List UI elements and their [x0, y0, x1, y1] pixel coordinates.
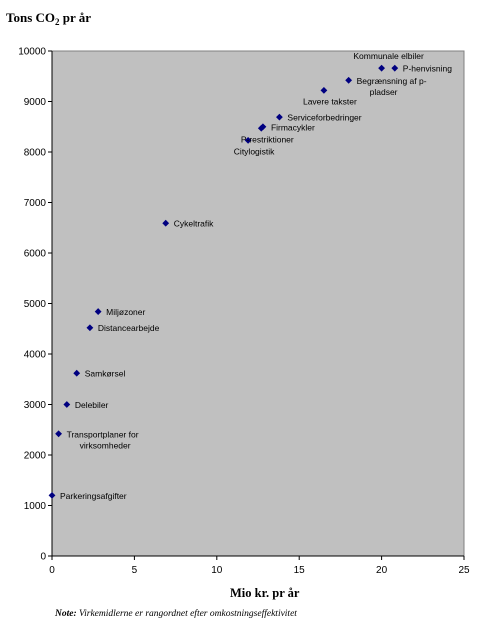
- point-label: Delebiler: [75, 400, 109, 410]
- y-tick-label: 9000: [24, 97, 47, 108]
- x-axis: 0 5 10 15 20 25: [49, 555, 470, 576]
- scatter-point: Serviceforbedringer: [276, 113, 362, 123]
- scatter-point: Begrænsning af p-pladser: [345, 76, 427, 97]
- point-label: Begrænsning af p-: [357, 76, 427, 86]
- scatter-point: Kommunale elbiler: [353, 51, 424, 72]
- data-points: Parkeringsafgifter Transportplaner forvir…: [48, 51, 452, 501]
- y-tick-label: 2000: [24, 451, 47, 462]
- diamond-marker: [345, 76, 353, 84]
- x-axis-label: Mio kr. pr år: [230, 586, 300, 600]
- y-tick-label: 5000: [24, 299, 47, 310]
- y-tick-label: 3000: [24, 400, 47, 411]
- scatter-point: Miljøzoner: [94, 307, 146, 317]
- point-label: Citylogistik: [234, 146, 275, 156]
- diamond-marker: [55, 430, 62, 438]
- chart-title: Tons CO2 pr år: [6, 10, 91, 27]
- note-prefix: Note:: [55, 609, 77, 619]
- scatter-point: Lavere takster: [303, 86, 357, 106]
- x-tick-label: 20: [376, 565, 388, 576]
- point-label: Parkeringsafgifter: [60, 491, 127, 501]
- diamond-marker: [244, 136, 252, 144]
- diamond-marker: [276, 113, 283, 121]
- scatter-point: Parkeringsafgifter: [48, 491, 127, 501]
- point-label: virksomheder: [80, 440, 131, 450]
- x-tick-label: 5: [132, 565, 138, 576]
- scatter-point: Citylogistik: [234, 136, 275, 156]
- diamond-marker: [63, 401, 71, 408]
- footnote: Note: Virkemidlerne er rangordnet efter …: [55, 609, 297, 619]
- y-axis: 0 1000 2000 3000 4000 5000 6000 7000 8000 9000 100…: [18, 47, 53, 563]
- diamond-marker: [86, 324, 94, 332]
- diamond-marker: [94, 308, 102, 315]
- x-tick-label: 15: [294, 565, 306, 576]
- scatter-point: P-henvisning: [391, 64, 452, 74]
- y-tick-label: 0: [40, 552, 46, 563]
- diamond-marker: [162, 219, 170, 227]
- point-label: pladser: [370, 87, 398, 97]
- diamond-marker: [48, 492, 56, 499]
- x-tick-label: 10: [211, 565, 223, 576]
- point-label: P-henvisning: [403, 64, 452, 74]
- point-label: Kommunale elbiler: [353, 51, 424, 61]
- y-tick-label: 8000: [24, 148, 47, 159]
- scatter-point: Samkørsel: [73, 369, 125, 379]
- scatter-point: Delebiler: [63, 400, 109, 410]
- point-label: Cykeltrafik: [174, 219, 214, 229]
- scatter-point: Cykeltrafik: [162, 219, 214, 229]
- note-text: Virkemidlerne er rangordnet efter omkost…: [76, 609, 297, 619]
- x-tick-label: 25: [458, 565, 470, 576]
- diamond-marker: [391, 64, 399, 72]
- diamond-marker: [320, 86, 328, 94]
- svg-text:Tons CO2 pr år: Tons CO2 pr år: [6, 10, 91, 27]
- y-tick-label: 10000: [18, 47, 46, 58]
- point-label: P-restriktioner: [241, 134, 294, 144]
- diamond-marker: [259, 123, 267, 131]
- scatter-point: Firmacykler: [259, 122, 315, 132]
- plot-area: [51, 50, 465, 557]
- point-label: Serviceforbedringer: [287, 113, 361, 123]
- point-label: Miljøzoner: [106, 307, 145, 317]
- scatter-point: Distancearbejde: [86, 323, 160, 333]
- y-tick-label: 6000: [24, 249, 47, 260]
- y-tick-label: 4000: [24, 350, 47, 361]
- diamond-marker: [378, 64, 385, 72]
- y-tick-label: 7000: [24, 198, 47, 209]
- y-tick-label: 1000: [24, 501, 47, 512]
- point-label: Transportplaner for: [67, 429, 139, 439]
- point-label: Firmacykler: [271, 122, 315, 132]
- point-label: Lavere takster: [303, 96, 357, 106]
- point-label: Samkørsel: [85, 369, 126, 379]
- diamond-marker: [73, 369, 81, 377]
- point-label: Distancearbejde: [98, 323, 160, 333]
- x-tick-label: 0: [49, 565, 55, 576]
